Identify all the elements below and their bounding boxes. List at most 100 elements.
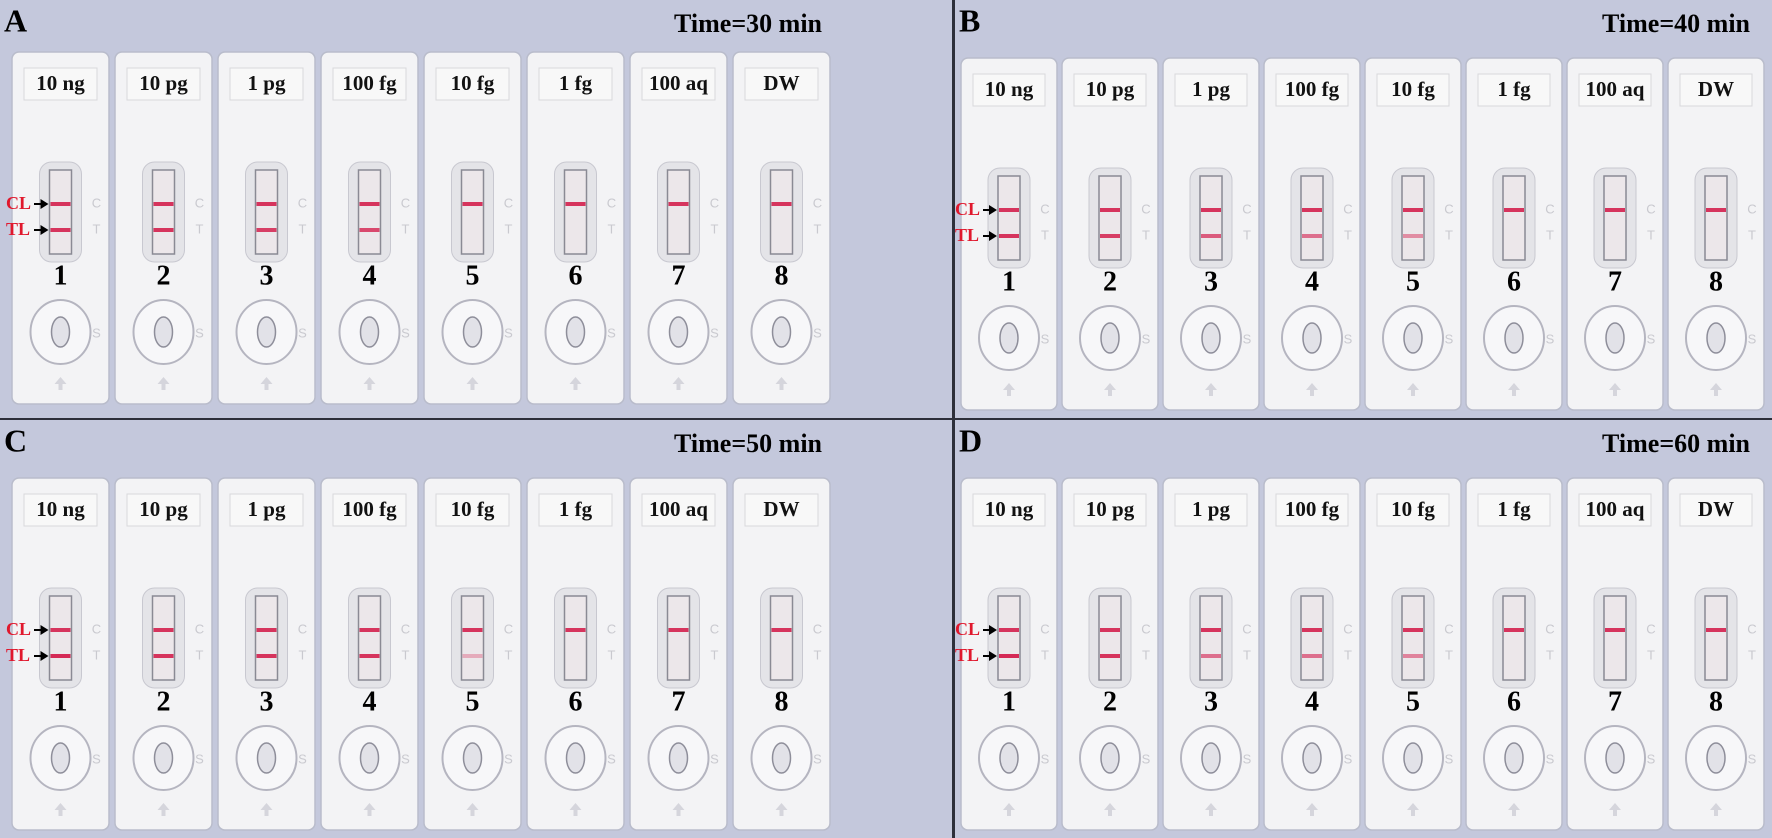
sample-letter: S — [607, 325, 616, 340]
strip: 100 aq CT 7 S — [629, 477, 728, 831]
label-box — [229, 493, 304, 527]
sample-letter: S — [92, 751, 101, 766]
strip-number: 7 — [672, 686, 686, 717]
test-band — [50, 654, 71, 658]
strip-number: 2 — [1103, 266, 1117, 297]
arrow-icon — [157, 803, 170, 816]
sample-hole — [1504, 742, 1524, 774]
control-band — [999, 628, 1019, 632]
test-letter: T — [711, 647, 719, 662]
test-band — [359, 654, 380, 658]
sample-letter: S — [813, 325, 822, 340]
window — [151, 595, 176, 681]
pointer-head — [989, 231, 997, 241]
sample-hole — [1100, 322, 1120, 354]
window — [1401, 175, 1425, 261]
strip: 10 pg CT 2 S — [1061, 477, 1159, 831]
control-line-label: CL — [955, 199, 980, 219]
test-band — [999, 654, 1019, 658]
strip-label: 1 fg — [559, 497, 593, 521]
sample-hole — [50, 316, 71, 348]
sample-hole — [565, 316, 586, 348]
strip-number: 6 — [569, 686, 583, 717]
test-letter: T — [505, 647, 513, 662]
control-line-label: CL — [6, 193, 31, 213]
test-letter: T — [402, 221, 410, 236]
pointer-head — [40, 625, 49, 635]
strip: 10 fg CT 5 S — [423, 51, 522, 405]
strip-label: 10 pg — [1086, 497, 1135, 521]
sample-letter: S — [1647, 751, 1656, 766]
label-box — [972, 73, 1046, 107]
strip-label: 100 fg — [342, 71, 397, 95]
strip-number: 2 — [1103, 686, 1117, 717]
control-letter: C — [92, 621, 101, 636]
control-band — [1201, 628, 1221, 632]
control-band — [1403, 628, 1423, 632]
control-band — [462, 628, 483, 632]
strip-number: 1 — [1002, 266, 1016, 297]
label-box — [332, 493, 407, 527]
test-letter: T — [1445, 647, 1453, 662]
control-letter: C — [710, 195, 719, 210]
strip: 100 fg CT 4 S — [320, 51, 419, 405]
sample-hole — [153, 316, 174, 348]
control-band — [1302, 208, 1322, 212]
test-letter: T — [608, 647, 616, 662]
label-box — [1073, 73, 1147, 107]
window — [48, 169, 73, 255]
control-band — [462, 202, 483, 206]
label-box — [1174, 493, 1248, 527]
strip-label: DW — [1698, 77, 1734, 101]
sample-letter: S — [1748, 751, 1757, 766]
arrow-icon — [466, 377, 479, 390]
window — [1199, 595, 1223, 681]
strip-label: 10 pg — [139, 71, 188, 95]
control-line-label: CL — [6, 619, 31, 639]
arrow-icon — [363, 803, 376, 816]
strip-number: 5 — [1406, 266, 1420, 297]
sample-letter: S — [504, 325, 513, 340]
control-letter: C — [813, 195, 822, 210]
label-box — [972, 493, 1046, 527]
strip-label: 1 pg — [248, 71, 286, 95]
arrow-icon — [1710, 383, 1722, 396]
sample-hole — [462, 742, 483, 774]
strip-label: 10 fg — [1391, 497, 1435, 521]
arrow-icon — [1205, 803, 1217, 816]
strip: 10 pg CT 2 S — [114, 477, 213, 831]
window — [460, 595, 485, 681]
arrow-icon — [157, 377, 170, 390]
control-letter: C — [1040, 201, 1049, 216]
sample-hole — [668, 316, 689, 348]
strip-label: DW — [763, 71, 799, 95]
sample-hole — [1100, 742, 1120, 774]
panel-label: D — [959, 422, 982, 458]
label-box — [744, 493, 819, 527]
sample-letter: S — [195, 751, 204, 766]
test-letter: T — [402, 647, 410, 662]
control-band — [50, 628, 71, 632]
sample-hole — [668, 742, 689, 774]
test-letter: T — [1445, 227, 1453, 242]
control-band — [153, 628, 174, 632]
control-band — [50, 202, 71, 206]
strip-label: 1 pg — [1192, 497, 1230, 521]
sample-hole — [771, 742, 792, 774]
window — [1502, 595, 1526, 681]
arrow-icon — [569, 803, 582, 816]
sample-letter: S — [1243, 331, 1252, 346]
time-label: Time=50 min — [674, 429, 822, 458]
strip-number: 1 — [1002, 686, 1016, 717]
label-box — [1376, 493, 1450, 527]
label-box — [1275, 493, 1349, 527]
sample-letter: S — [710, 751, 719, 766]
sample-letter: S — [1344, 331, 1353, 346]
test-letter: T — [1546, 647, 1554, 662]
sample-letter: S — [1546, 331, 1555, 346]
sample-hole — [1403, 322, 1423, 354]
strip-label: 100 aq — [1586, 77, 1645, 101]
label-box — [641, 67, 716, 101]
